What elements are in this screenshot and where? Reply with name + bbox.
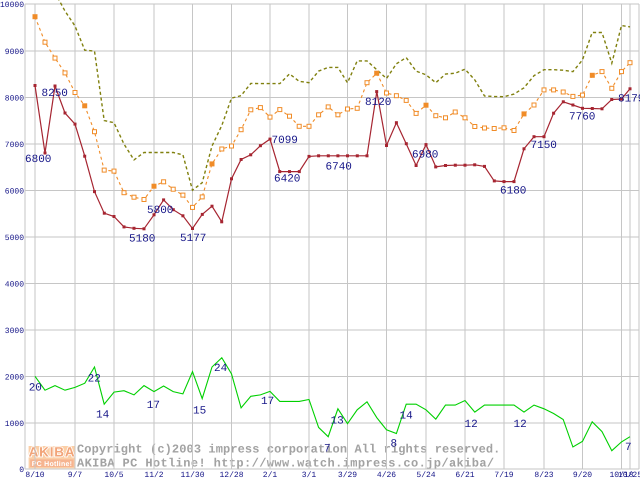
- svg-text:24: 24: [214, 363, 228, 375]
- svg-text:10000: 10000: [0, 1, 24, 10]
- svg-text:10/18: 10/18: [609, 471, 633, 480]
- svg-text:14: 14: [400, 411, 414, 423]
- svg-text:Copyright (c)2003 impress corp: Copyright (c)2003 impress corporation Al…: [77, 442, 500, 456]
- svg-text:5800: 5800: [147, 205, 173, 217]
- svg-text:AKIBA PC Hotline! http://www.: AKIBA PC Hotline! http://www.watch.impre…: [78, 458, 496, 472]
- svg-text:10/5: 10/5: [104, 471, 123, 480]
- svg-text:3/29: 3/29: [338, 471, 357, 480]
- svg-text:6740: 6740: [326, 162, 352, 174]
- svg-text:2/1: 2/1: [263, 471, 278, 480]
- svg-text:6980: 6980: [412, 150, 438, 162]
- svg-text:1000: 1000: [5, 420, 24, 429]
- svg-text:10/25: 10/25: [618, 471, 640, 480]
- svg-text:5/24: 5/24: [416, 471, 435, 480]
- svg-text:3/1: 3/1: [302, 471, 317, 480]
- svg-text:7000: 7000: [5, 141, 24, 150]
- svg-text:12: 12: [514, 419, 527, 431]
- svg-text:13: 13: [331, 416, 344, 428]
- svg-text:8250: 8250: [42, 88, 68, 100]
- svg-text:9000: 9000: [5, 48, 24, 57]
- svg-text:7: 7: [324, 444, 331, 456]
- svg-text:7: 7: [625, 442, 632, 454]
- svg-text:5177: 5177: [180, 233, 206, 245]
- svg-text:6/21: 6/21: [455, 471, 474, 480]
- svg-text:17: 17: [147, 400, 160, 412]
- svg-text:8000: 8000: [5, 94, 24, 103]
- svg-text:6420: 6420: [274, 174, 300, 186]
- svg-text:AKIBA PC Hotline! http://www.: AKIBA PC Hotline! http://www.watch.impre…: [77, 457, 495, 471]
- svg-text:8/23: 8/23: [534, 471, 553, 480]
- svg-text:8: 8: [391, 439, 398, 451]
- svg-text:14: 14: [96, 410, 110, 422]
- svg-text:6180: 6180: [500, 186, 526, 198]
- svg-text:9/20: 9/20: [573, 471, 592, 480]
- svg-text:5000: 5000: [5, 234, 24, 243]
- svg-text:8/10: 8/10: [25, 471, 44, 480]
- svg-text:5180: 5180: [129, 233, 155, 245]
- svg-text:7099: 7099: [272, 135, 298, 147]
- svg-text:11/30: 11/30: [180, 471, 204, 480]
- svg-text:2000: 2000: [5, 374, 24, 383]
- svg-text:12: 12: [465, 419, 478, 431]
- svg-text:6800: 6800: [25, 154, 51, 166]
- svg-text:4000: 4000: [5, 281, 24, 290]
- svg-text:9/7: 9/7: [68, 471, 83, 480]
- svg-text:6000: 6000: [5, 187, 24, 196]
- svg-text:0: 0: [19, 466, 24, 475]
- svg-text:15: 15: [193, 406, 206, 418]
- svg-text:22: 22: [88, 374, 101, 386]
- svg-text:4/26: 4/26: [377, 471, 396, 480]
- svg-text:PC Hotline!: PC Hotline!: [32, 460, 72, 468]
- svg-text:7150: 7150: [531, 140, 557, 152]
- svg-text:7/19: 7/19: [494, 471, 513, 480]
- svg-text:20: 20: [29, 383, 42, 395]
- svg-text:12/28: 12/28: [219, 471, 243, 480]
- svg-text:11/2: 11/2: [144, 471, 163, 480]
- svg-text:AKIBA: AKIBA: [29, 444, 76, 459]
- svg-text:8120: 8120: [365, 97, 391, 109]
- svg-text:8179: 8179: [618, 94, 640, 106]
- svg-text:7760: 7760: [569, 112, 595, 124]
- svg-text:Copyright (c)2003 impress corp: Copyright (c)2003 impress corporation Al…: [78, 443, 501, 457]
- svg-text:17: 17: [261, 396, 274, 408]
- svg-text:3000: 3000: [5, 327, 24, 336]
